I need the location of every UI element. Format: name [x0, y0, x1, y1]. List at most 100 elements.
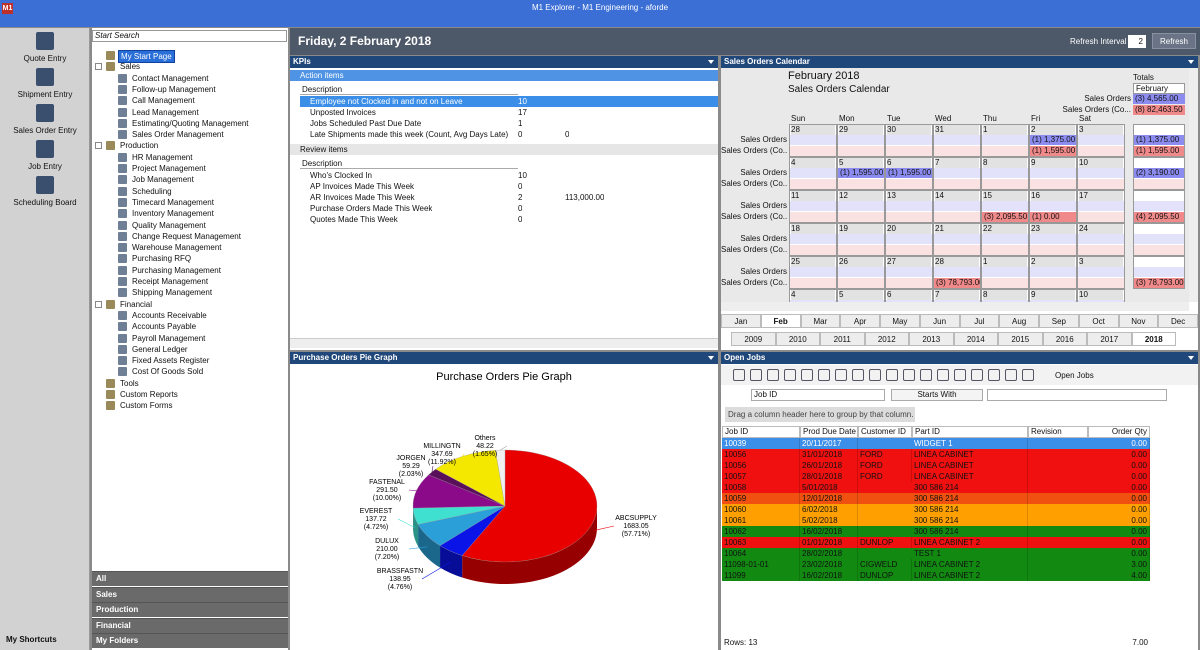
tree-item[interactable]: Estimating/Quoting Management — [132, 118, 249, 128]
tree-item[interactable]: Custom Forms — [120, 401, 173, 411]
tree-item[interactable]: General Ledger — [132, 344, 188, 354]
toolbar-button[interactable] — [767, 369, 779, 381]
year-tab[interactable]: 2015 — [998, 332, 1043, 346]
tree-item[interactable]: Lead Management — [132, 107, 199, 117]
column-header[interactable]: Revision — [1028, 426, 1088, 438]
tree-item[interactable]: Warehouse Management — [132, 243, 222, 253]
kpi-row[interactable]: AP Invoices Made This Week 0 — [300, 181, 718, 192]
tree-item[interactable]: Call Management — [132, 96, 195, 106]
tree-item[interactable]: Scheduling — [132, 186, 172, 196]
refresh-interval[interactable]: 2 — [1128, 35, 1146, 48]
column-header[interactable]: Customer ID — [858, 426, 912, 438]
kpi-row[interactable]: Purchase Orders Made This Week 0 — [300, 203, 718, 214]
month-tab[interactable]: Nov — [1118, 314, 1159, 328]
tree-item[interactable]: Change Request Management — [132, 231, 241, 241]
month-tab[interactable]: Apr — [840, 314, 880, 328]
toolbar-button[interactable] — [733, 369, 745, 381]
toolbar-button[interactable] — [988, 369, 1000, 381]
kpi-row[interactable]: Unposted Invoices 17 — [300, 107, 718, 118]
calendar-entry[interactable]: (1) 1,595.00 — [1030, 146, 1076, 156]
job-row[interactable]: 10064 28/02/2018 TEST 1 0.00 — [722, 548, 1150, 559]
column-header[interactable]: Job ID — [722, 426, 800, 438]
toolbar-button[interactable] — [835, 369, 847, 381]
panel-chevron[interactable] — [708, 356, 714, 360]
month-tab[interactable]: Aug — [999, 314, 1039, 328]
tree-item[interactable]: Fixed Assets Register — [132, 356, 210, 366]
toolbar-button[interactable] — [937, 369, 949, 381]
month-tab[interactable]: Jul — [959, 314, 1000, 328]
tree-item[interactable]: Job Management — [132, 175, 194, 185]
month-tab[interactable]: Jan — [721, 314, 761, 328]
search-box[interactable]: Start Search — [92, 30, 287, 42]
navigator-tab[interactable]: My Folders — [92, 633, 288, 649]
filter-field[interactable]: Job ID — [751, 389, 885, 401]
calendar-entry[interactable]: (1) 1,595.00 — [838, 168, 884, 178]
calendar-entry[interactable]: (1) 1,375.00 — [1030, 135, 1076, 145]
job-row[interactable]: 10063 01/01/2018 DUNLOP LINEA CABINET 2 0.00 — [722, 537, 1150, 548]
shortcut[interactable]: Scheduling Board — [0, 174, 89, 208]
column-header[interactable]: Order Qty — [1088, 426, 1150, 438]
panel-chevron[interactable] — [708, 60, 714, 64]
section-band[interactable]: Action items — [290, 70, 718, 81]
shortcut[interactable]: Quote Entry — [0, 30, 89, 64]
toolbar-button[interactable] — [1005, 369, 1017, 381]
navigator-tab[interactable]: Sales — [92, 586, 288, 602]
refresh-button[interactable]: Refresh — [1152, 33, 1196, 49]
tree-item[interactable]: Tools — [120, 378, 139, 388]
tree-item[interactable]: Sales — [120, 62, 141, 72]
month-tab[interactable]: Oct — [1078, 314, 1119, 328]
panel-chevron[interactable] — [1188, 356, 1194, 360]
toolbar-button[interactable] — [852, 369, 864, 381]
month-tab[interactable]: Mar — [800, 314, 841, 328]
tree-item[interactable]: Inventory Management — [132, 209, 214, 219]
panel-chevron[interactable] — [1188, 60, 1194, 64]
shortcuts-footer[interactable]: My Shortcuts — [6, 635, 57, 644]
toolbar-button[interactable] — [818, 369, 830, 381]
job-row[interactable]: 10057 28/01/2018 FORD LINEA CABINET 0.00 — [722, 471, 1150, 482]
job-row[interactable]: 10059 12/01/2018 300 586 214 0.00 — [722, 493, 1150, 504]
column-header[interactable]: Prod Due Date — [800, 426, 858, 438]
tree-item[interactable]: Accounts Payable — [132, 322, 197, 332]
tree-item[interactable]: My Start Page — [118, 50, 175, 63]
tree-item[interactable]: Receipt Management — [132, 277, 209, 286]
tree-item[interactable]: Payroll Management — [132, 333, 206, 343]
filter-mode[interactable]: Starts With — [891, 389, 983, 401]
tree-expander[interactable] — [95, 300, 102, 308]
navigator-tab[interactable]: Production — [92, 602, 288, 618]
year-tab[interactable]: 2009 — [731, 332, 776, 346]
year-tab[interactable]: 2011 — [820, 332, 865, 346]
toolbar-button[interactable] — [886, 369, 898, 381]
job-row[interactable]: 10039 20/11/2017 WIDGET 1 0.00 — [722, 438, 1150, 449]
tree-item[interactable]: Contact Management — [132, 73, 209, 83]
kpi-row[interactable]: Who's Clocked In 10 — [300, 170, 718, 181]
toolbar-button[interactable] — [920, 369, 932, 381]
tree-item[interactable]: Shipping Management — [132, 288, 213, 298]
kpi-row[interactable]: Employee not Clocked in and not on Leave… — [300, 96, 718, 107]
tree-item[interactable]: Quality Management — [132, 220, 206, 230]
tree-item[interactable]: Financial — [120, 299, 153, 309]
tree-item[interactable]: Custom Reports — [120, 390, 178, 399]
job-row[interactable]: 11098-01-01 23/02/2018 CIGWELD LINEA CABINE… — [722, 559, 1150, 570]
year-tab[interactable]: 2013 — [909, 332, 954, 346]
toolbar-label[interactable]: Open Jobs — [1055, 371, 1094, 380]
toolbar-button[interactable] — [750, 369, 762, 381]
tree-item[interactable]: Production — [120, 141, 159, 151]
column-header[interactable]: Part ID — [912, 426, 1028, 438]
month-tab[interactable]: May — [880, 314, 920, 328]
month-tab[interactable]: Sep — [1039, 314, 1079, 328]
tree-item[interactable]: Purchasing RFQ — [132, 254, 192, 264]
year-tab[interactable]: 2018 — [1131, 332, 1176, 346]
toolbar-button[interactable] — [954, 369, 966, 381]
job-row[interactable]: 11099 16/02/2018 DUNLOP LINEA CABINET 2 4.00 — [722, 570, 1150, 581]
toolbar-button[interactable] — [869, 369, 881, 381]
toolbar-button[interactable] — [784, 369, 796, 381]
year-tab[interactable]: 2016 — [1042, 332, 1087, 346]
toolbar-button[interactable] — [801, 369, 813, 381]
calendar-entry[interactable]: (3) 2,095.50 — [982, 212, 1028, 222]
kpi-row[interactable]: Quotes Made This Week 0 — [300, 214, 718, 225]
calendar-entry[interactable]: (1) 1,595.00 — [886, 168, 932, 178]
year-tab[interactable]: 2012 — [864, 332, 909, 346]
shortcut[interactable]: Sales Order Entry — [0, 102, 89, 136]
job-row[interactable]: 10056 26/01/2018 FORD LINEA CABINET 0.00 — [722, 460, 1150, 471]
month-tab[interactable]: Feb — [760, 314, 801, 328]
